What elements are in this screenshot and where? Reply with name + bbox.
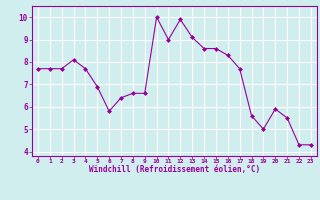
X-axis label: Windchill (Refroidissement éolien,°C): Windchill (Refroidissement éolien,°C)	[89, 165, 260, 174]
